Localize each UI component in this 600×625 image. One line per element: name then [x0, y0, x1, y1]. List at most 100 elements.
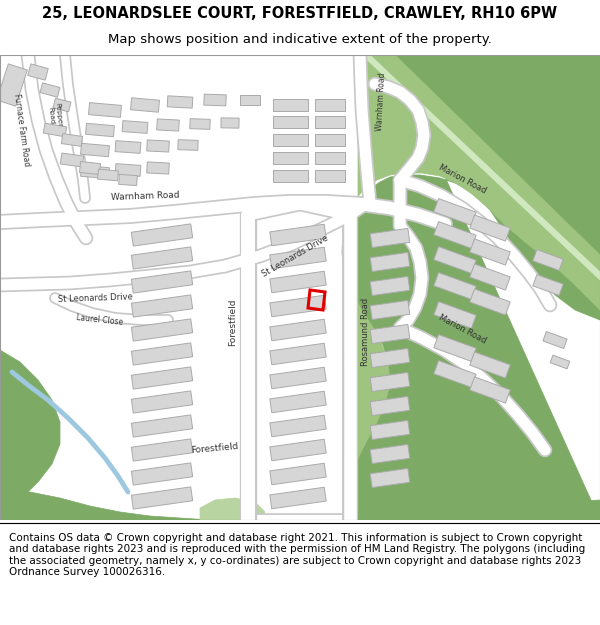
Polygon shape	[61, 153, 83, 167]
Polygon shape	[370, 348, 410, 368]
Polygon shape	[43, 123, 67, 137]
Polygon shape	[61, 134, 83, 146]
Polygon shape	[434, 247, 476, 273]
Polygon shape	[131, 98, 160, 112]
Polygon shape	[533, 274, 563, 296]
Polygon shape	[89, 102, 121, 118]
Polygon shape	[0, 490, 210, 520]
Polygon shape	[550, 355, 570, 369]
Polygon shape	[362, 55, 600, 280]
Polygon shape	[315, 170, 345, 182]
Text: Marion Road: Marion Road	[437, 312, 487, 345]
Polygon shape	[434, 361, 476, 388]
Text: Pepper
Road: Pepper Road	[47, 102, 62, 127]
Polygon shape	[434, 272, 476, 299]
Polygon shape	[543, 331, 567, 349]
Polygon shape	[131, 415, 193, 437]
Polygon shape	[40, 83, 60, 97]
Polygon shape	[434, 222, 476, 248]
Polygon shape	[167, 96, 193, 108]
Polygon shape	[86, 123, 115, 137]
Polygon shape	[370, 444, 410, 464]
Polygon shape	[470, 239, 510, 265]
Polygon shape	[80, 143, 109, 157]
Polygon shape	[157, 119, 179, 131]
Polygon shape	[370, 468, 410, 488]
Text: Marion Road: Marion Road	[437, 162, 487, 195]
Polygon shape	[147, 140, 169, 152]
Text: 25, LEONARDSLEE COURT, FORESTFIELD, CRAWLEY, RH10 6PW: 25, LEONARDSLEE COURT, FORESTFIELD, CRAW…	[43, 6, 557, 21]
Polygon shape	[178, 139, 198, 151]
Text: Furnace Farm Road: Furnace Farm Road	[13, 93, 32, 167]
Polygon shape	[342, 55, 600, 520]
Polygon shape	[270, 248, 326, 269]
Text: St Leonards Drive: St Leonards Drive	[58, 292, 133, 304]
Polygon shape	[221, 118, 239, 128]
Polygon shape	[272, 116, 308, 128]
Text: Warnham Road: Warnham Road	[110, 191, 179, 202]
Polygon shape	[0, 380, 44, 520]
Polygon shape	[131, 271, 193, 293]
Polygon shape	[470, 377, 510, 403]
Polygon shape	[370, 396, 410, 416]
Polygon shape	[270, 439, 326, 461]
Polygon shape	[131, 487, 193, 509]
Polygon shape	[315, 116, 345, 128]
Polygon shape	[533, 249, 563, 271]
Text: Forestfield: Forestfield	[229, 298, 238, 346]
Polygon shape	[270, 368, 326, 389]
Polygon shape	[131, 343, 193, 365]
Polygon shape	[270, 224, 326, 246]
Polygon shape	[131, 247, 193, 269]
Polygon shape	[434, 199, 476, 226]
Polygon shape	[370, 421, 410, 439]
Polygon shape	[270, 319, 326, 341]
Text: Forestfield: Forestfield	[191, 441, 239, 454]
Polygon shape	[370, 324, 410, 344]
Polygon shape	[434, 334, 476, 361]
Text: Warnham Road: Warnham Road	[375, 72, 387, 131]
Polygon shape	[122, 121, 148, 133]
Polygon shape	[240, 95, 260, 105]
Polygon shape	[131, 439, 193, 461]
Polygon shape	[370, 301, 410, 319]
Polygon shape	[131, 319, 193, 341]
Polygon shape	[131, 391, 193, 413]
Text: Rosamund Road: Rosamund Road	[361, 298, 371, 366]
Polygon shape	[0, 64, 28, 106]
Polygon shape	[98, 169, 118, 181]
Text: St Leonards Drive: St Leonards Drive	[260, 234, 329, 279]
Polygon shape	[272, 170, 308, 182]
Text: Laurel Close: Laurel Close	[76, 313, 124, 327]
Polygon shape	[470, 352, 510, 378]
Polygon shape	[370, 276, 410, 296]
Polygon shape	[272, 99, 308, 111]
Polygon shape	[131, 367, 193, 389]
Polygon shape	[200, 498, 265, 520]
Polygon shape	[270, 295, 326, 317]
Polygon shape	[270, 343, 326, 365]
Polygon shape	[115, 141, 141, 153]
Polygon shape	[315, 99, 345, 111]
Polygon shape	[147, 162, 169, 174]
Polygon shape	[270, 271, 326, 292]
Polygon shape	[272, 134, 308, 146]
Polygon shape	[270, 415, 326, 437]
Polygon shape	[270, 391, 326, 412]
Polygon shape	[434, 302, 476, 328]
Polygon shape	[131, 295, 193, 317]
Polygon shape	[131, 463, 193, 485]
Polygon shape	[315, 134, 345, 146]
Polygon shape	[340, 500, 600, 520]
Polygon shape	[270, 488, 326, 509]
Polygon shape	[190, 119, 210, 129]
Polygon shape	[315, 152, 345, 164]
Polygon shape	[0, 350, 60, 520]
Polygon shape	[470, 289, 510, 315]
Polygon shape	[131, 224, 193, 246]
Polygon shape	[370, 228, 410, 248]
Polygon shape	[370, 372, 410, 392]
Text: Contains OS data © Crown copyright and database right 2021. This information is : Contains OS data © Crown copyright and d…	[9, 532, 585, 578]
Polygon shape	[119, 174, 137, 186]
Polygon shape	[470, 264, 510, 290]
